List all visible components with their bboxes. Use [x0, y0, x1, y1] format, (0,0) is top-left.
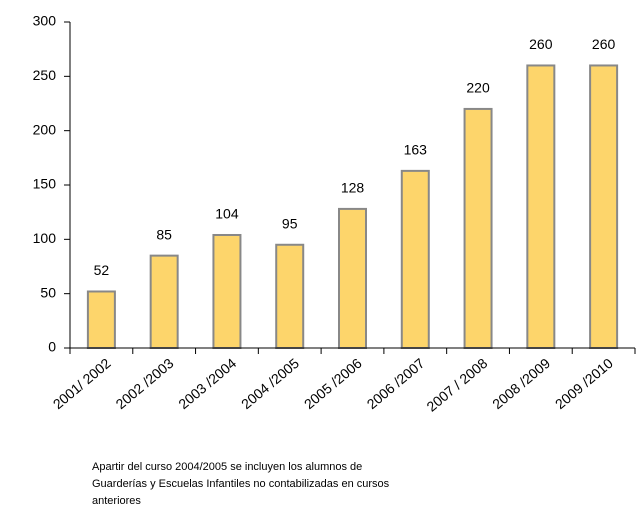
- x-tick-label: 2007 / 2008: [423, 355, 490, 415]
- value-label: 104: [215, 206, 239, 222]
- x-tick-label: 2008 /2009: [489, 355, 553, 412]
- bar: [400, 169, 430, 349]
- value-label: 260: [529, 36, 553, 52]
- bar: [338, 207, 367, 349]
- note: Apartir del curso 2004/2005 se incluyen …: [92, 461, 362, 473]
- y-tick-label: 150: [33, 176, 57, 192]
- value-label: 163: [404, 142, 428, 158]
- y-tick-label: 200: [33, 121, 57, 137]
- bar: [589, 64, 619, 349]
- value-label: 220: [466, 80, 490, 96]
- value-label: 128: [341, 180, 365, 196]
- x-tick-label: 2006 /2007: [364, 355, 428, 412]
- value-label: 260: [592, 36, 616, 52]
- y-tick-label: 0: [48, 339, 56, 355]
- bar: [149, 254, 179, 349]
- value-label: 95: [282, 215, 298, 231]
- bar: [86, 290, 116, 350]
- value-label: 85: [156, 226, 172, 242]
- x-tick-label: 2001/ 2002: [50, 355, 114, 412]
- bar: [463, 107, 493, 349]
- bar: [526, 64, 556, 349]
- y-tick-label: 50: [40, 284, 56, 300]
- value-label: 52: [94, 262, 110, 278]
- note: Guarderías y Escuelas Infantiles no cont…: [92, 478, 390, 490]
- x-tick-label: 2004 /2005: [238, 355, 302, 412]
- note: anteriores: [92, 495, 141, 507]
- x-tick-label: 2002 /2003: [113, 355, 177, 412]
- bar: [212, 233, 242, 349]
- y-tick-label: 100: [33, 230, 57, 246]
- x-tick-label: 2005 /2006: [301, 355, 365, 412]
- x-tick-label: 2003 /2004: [175, 355, 239, 412]
- y-tick-label: 300: [33, 13, 57, 29]
- y-tick-label: 250: [33, 67, 57, 83]
- bar: [275, 243, 305, 349]
- x-tick-label: 2009 /2010: [552, 355, 616, 412]
